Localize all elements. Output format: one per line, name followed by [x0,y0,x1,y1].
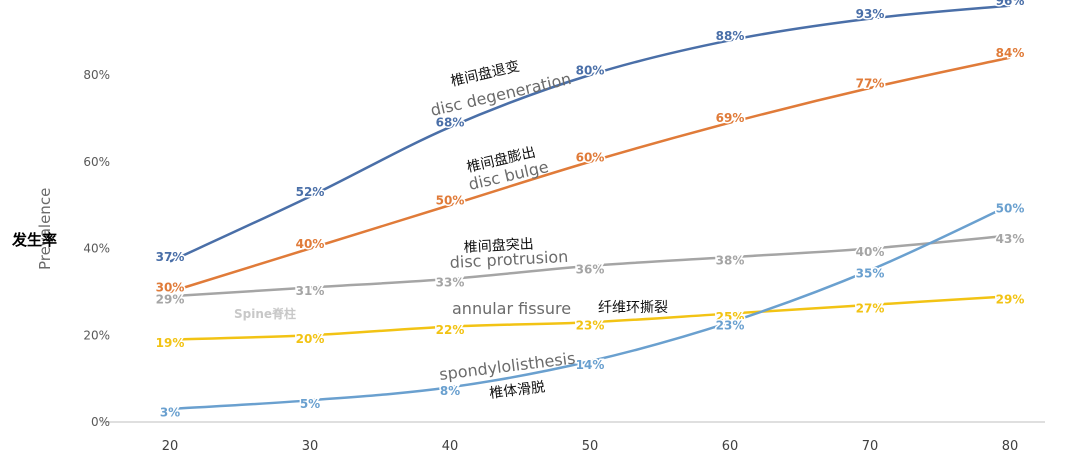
y-tick-label: 40% [83,242,110,256]
x-tick-label: 70 [862,439,879,454]
data-label: 19% [156,336,185,350]
series-line-disc-degeneration [169,4,1011,263]
data-label: 23% [716,319,745,333]
series-line-annular-fissure [169,294,1011,341]
data-label: 8% [440,384,460,398]
series-line-disc-protrusion [169,234,1011,298]
x-tick-labels: 20 30 40 50 60 70 80 [162,439,1019,454]
y-tick-label: 80% [83,68,110,82]
y-tick-label: 60% [83,155,110,169]
data-label: 23% [576,319,605,333]
data-label: 50% [436,194,465,208]
data-label: 29% [996,293,1025,307]
data-label: 37% [156,250,185,264]
data-label: 50% [996,202,1025,216]
x-tick-label: 40 [442,439,459,454]
watermark: Spine脊柱 [234,306,296,321]
data-label: 20% [296,332,325,346]
annotation-spondylolisthesis-cn: 椎体滑脱 [488,378,546,402]
data-label: 69% [716,111,745,125]
series-line-disc-bulge [169,56,1011,294]
data-label: 77% [856,77,885,91]
y-tick-label: 0% [91,415,110,429]
data-label: 25% [716,310,745,324]
data-label: 5% [300,397,320,411]
data-label: 38% [716,254,745,268]
data-label: 14% [576,358,605,372]
x-tick-label: 60 [722,439,739,454]
data-label: 30% [156,280,185,294]
annotation-disc-protrusion-cn: 椎间盘突出 [463,235,534,256]
data-label: 68% [436,116,465,130]
data-label: 40% [296,237,325,251]
y-tick-labels: 0% 20% 40% 60% 80% [83,68,110,429]
data-label: 60% [576,150,605,164]
x-tick-label: 30 [302,439,319,454]
x-tick-label: 80 [1002,439,1019,454]
data-label: 3% [160,405,180,419]
x-tick-label: 20 [162,439,179,454]
annotation-annular-fissure-cn: 纤维环撕裂 [598,300,668,316]
data-label: 36% [576,262,605,276]
data-label: 88% [716,29,745,43]
y-axis-label-cn: 发生率 [11,231,57,249]
data-label: 43% [996,232,1025,246]
y-tick-label: 20% [83,328,110,342]
data-label: 84% [996,46,1025,60]
data-label: 35% [856,267,885,281]
data-label: 31% [296,284,325,298]
annotation-annular-fissure-en: annular fissure [452,299,571,318]
x-tick-label: 50 [582,439,599,454]
data-label: 93% [856,7,885,21]
data-label: 40% [856,245,885,259]
series-group [169,4,1011,411]
data-label: 22% [436,323,465,337]
data-label: 27% [856,301,885,315]
y-axis-label-en: Prevalence [36,188,54,270]
data-label: 33% [436,275,465,289]
data-labels: 37% 52% 68% 80% 88% 93% 96% 30% 40% 50% 60% 69% 77% 8… [154,0,1026,421]
data-label: 52% [296,185,325,199]
data-label: 29% [156,293,185,307]
data-label: 96% [996,0,1025,8]
series-line-spondylolisthesis [169,203,1011,411]
data-label: 80% [576,64,605,78]
